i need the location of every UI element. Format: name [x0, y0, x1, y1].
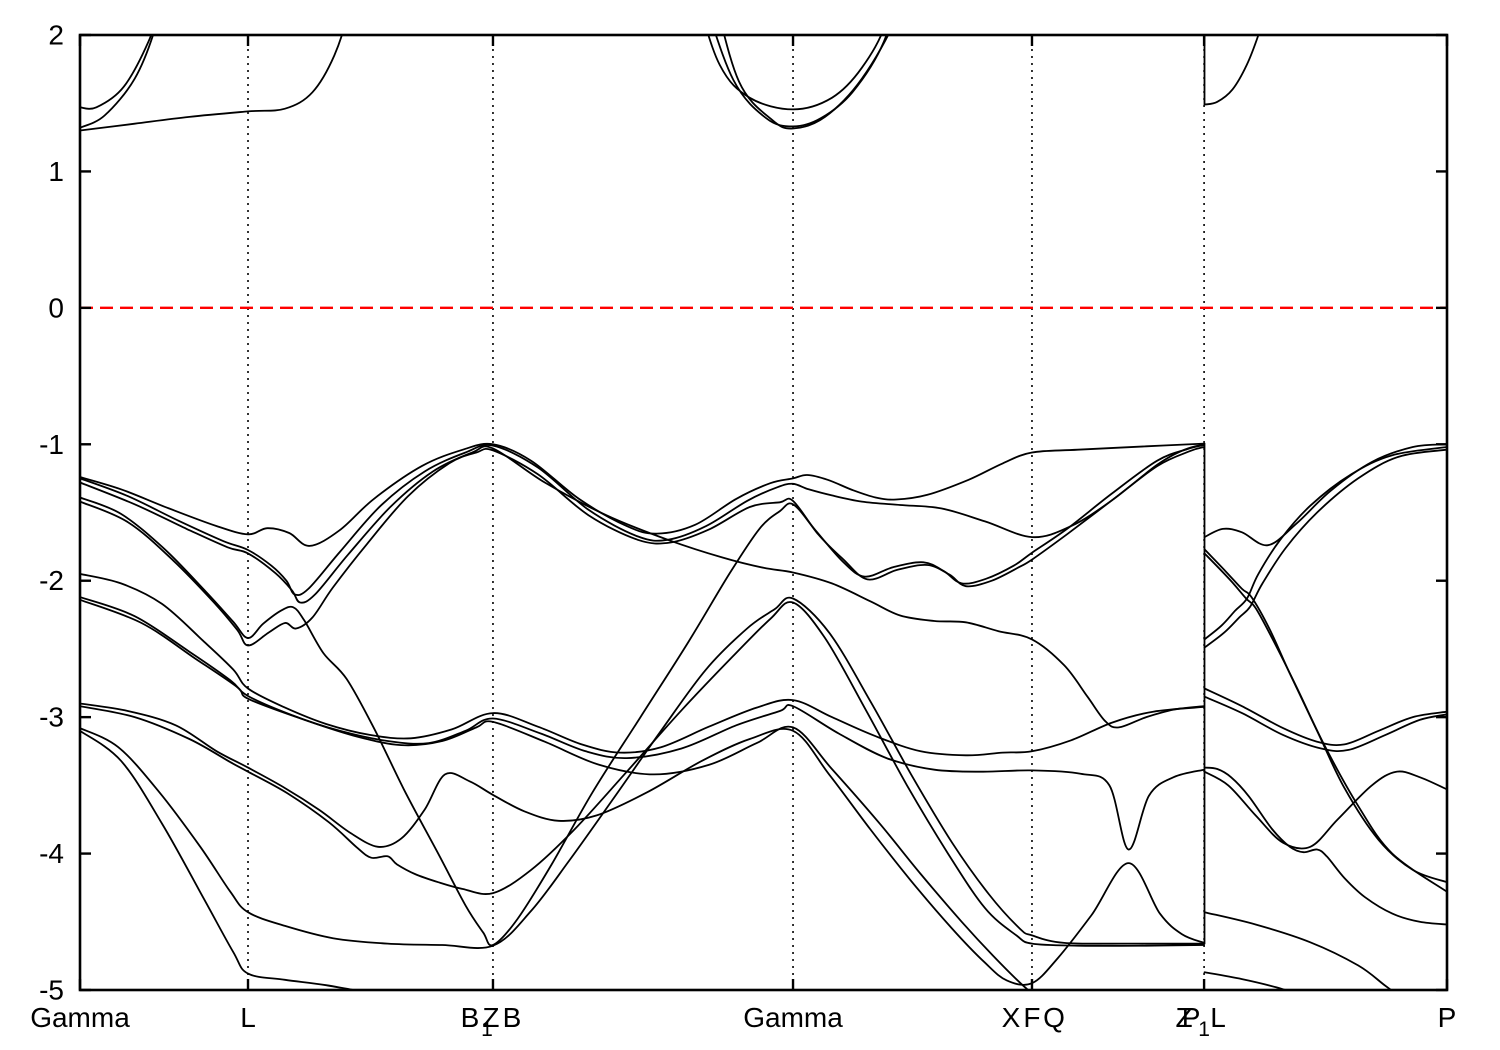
x-tick-label: L [240, 1002, 256, 1033]
band-curve-val-2 [80, 443, 1205, 596]
y-tick-label: 1 [48, 156, 64, 187]
y-tick-label: 2 [48, 20, 64, 51]
x-tick-label: X [1002, 1002, 1021, 1033]
x-tick-label: B [461, 1002, 480, 1033]
band-curve-right-9 [1203, 770, 1447, 850]
band-curve-val-12 [80, 729, 359, 990]
y-tick-label: -1 [39, 429, 64, 460]
y-tick-label: -3 [39, 702, 64, 733]
x-tick-label: Z [1176, 1002, 1193, 1033]
x-tick-label: Gamma [30, 1002, 130, 1033]
x-tick-label: B [503, 1002, 522, 1033]
band-curve-right-4 [1203, 446, 1447, 641]
band-curve-val-9 [80, 702, 1205, 986]
band-curve-right-7 [1203, 695, 1447, 753]
band-curve-right-10 [1203, 911, 1393, 990]
band-curve-val-3 [80, 445, 1205, 729]
gridlines-group [247, 35, 1205, 990]
x-tick-labels: Gamma L B 1Z B Gamma X F Q ZP1 L P [30, 1002, 1456, 1041]
band-curve-cond-3-right [1203, 35, 1260, 106]
x-tick-label: F [1023, 1002, 1040, 1033]
ticks-group [78, 33, 1449, 992]
band-curve-val-8 [80, 598, 1030, 990]
x-tick-label: P [1182, 1002, 1201, 1033]
band-curve-val-11 [80, 596, 1205, 949]
y-tick-label: -4 [39, 838, 64, 869]
x-tick-label-subscript: 1 [481, 1018, 493, 1041]
x-tick-label: L [1210, 1002, 1226, 1033]
band-curve-val-10 [80, 601, 1205, 947]
plot-frame [78, 33, 1449, 992]
y-tick-label: 0 [48, 292, 64, 323]
band-curve-cond-1 [80, 35, 883, 111]
band-curve-right-1 [1203, 443, 1447, 547]
band-curve-val-1 [80, 442, 1205, 547]
band-curve-cond-3 [80, 35, 890, 132]
bands-group [80, 35, 1447, 990]
y-tick-labels: 2 1 0 -1 -2 -3 -4 -5 [39, 20, 64, 1006]
band-curve-val-6 [80, 573, 1205, 757]
x-tick-label: Q [1043, 1002, 1065, 1033]
x-tick-label: P [1438, 1002, 1457, 1033]
y-tick-label: -5 [39, 975, 64, 1006]
band-curve-right-11 [1203, 971, 1289, 990]
y-tick-label: -2 [39, 565, 64, 596]
band-curve-right-5 [1203, 448, 1447, 649]
band-curve-right-3 [1203, 552, 1447, 893]
x-tick-label: Z [482, 1002, 499, 1033]
band-curve-val-4 [80, 444, 1205, 947]
band-curve-val-5 [80, 446, 1205, 647]
x-tick-label: Gamma [743, 1002, 843, 1033]
band-curve-right-8 [1203, 766, 1447, 926]
band-curve-val-7 [80, 596, 1205, 851]
band-curve-right-6 [1203, 687, 1447, 747]
x-tick-label-subscript: 1 [1198, 1018, 1210, 1041]
